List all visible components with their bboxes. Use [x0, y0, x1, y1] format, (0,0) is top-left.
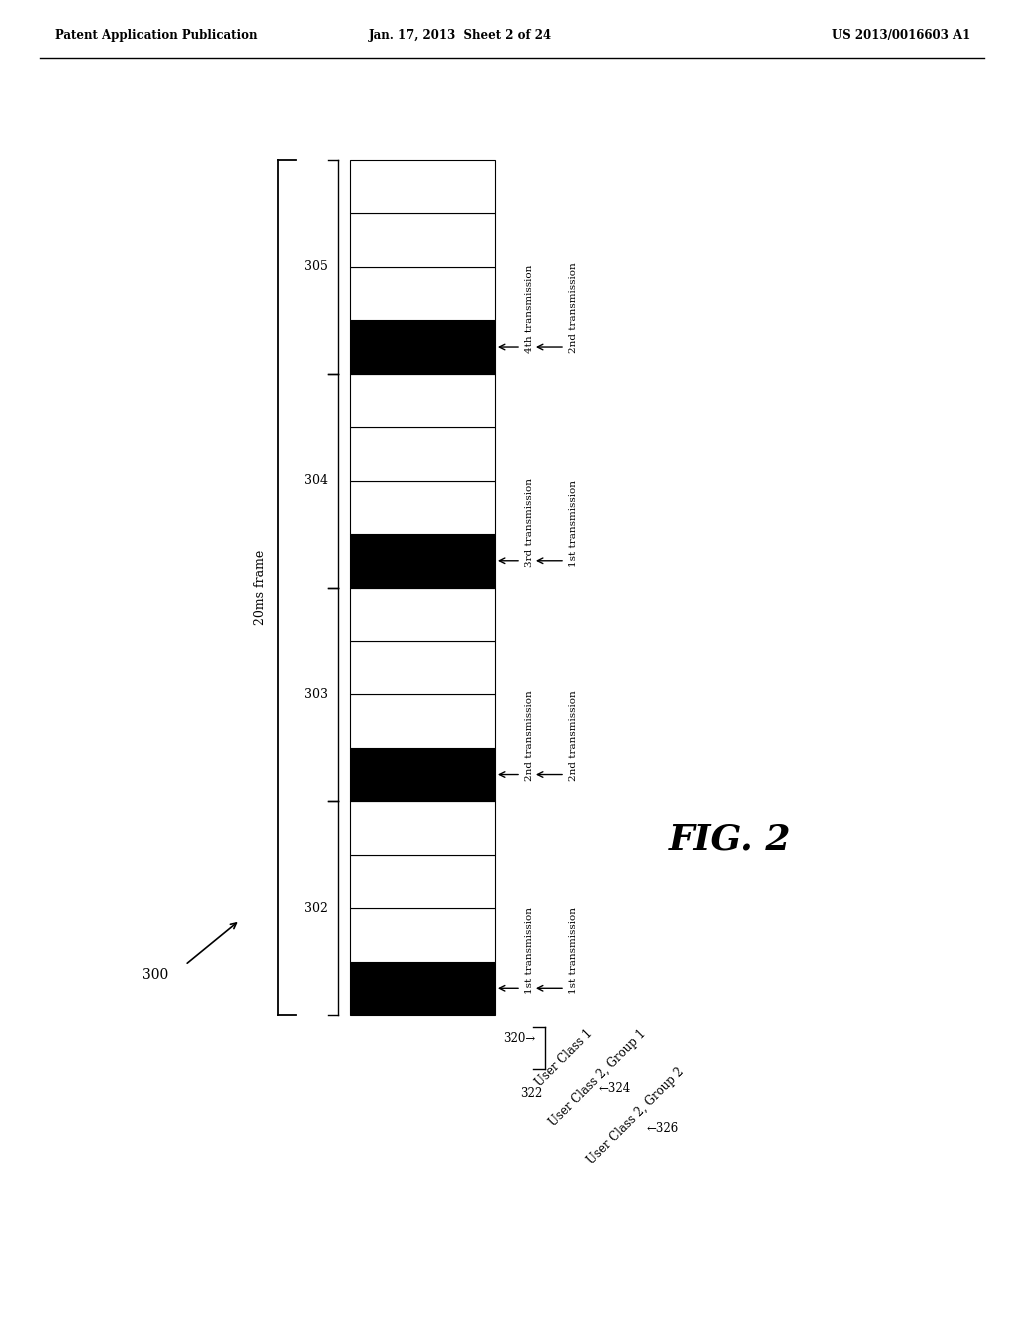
Bar	[350, 214, 495, 267]
Text: 4th transmission: 4th transmission	[525, 264, 534, 352]
Text: ←324: ←324	[599, 1082, 631, 1096]
Text: FIG. 2: FIG. 2	[669, 822, 792, 857]
Text: Patent Application Publication: Patent Application Publication	[55, 29, 257, 41]
Bar	[350, 587, 495, 642]
Text: ←326: ←326	[647, 1122, 679, 1135]
Bar	[350, 801, 495, 854]
Text: 322: 322	[520, 1086, 542, 1100]
Text: 300: 300	[142, 968, 168, 982]
Text: 20ms frame: 20ms frame	[254, 550, 266, 626]
Bar	[350, 642, 495, 694]
Bar	[350, 480, 495, 535]
Text: 302: 302	[304, 902, 328, 915]
Text: User Class 1: User Class 1	[534, 1027, 595, 1089]
Text: 2nd transmission: 2nd transmission	[569, 263, 578, 352]
Text: 3rd transmission: 3rd transmission	[525, 478, 534, 566]
Bar	[350, 908, 495, 961]
Text: 304: 304	[304, 474, 328, 487]
Text: 305: 305	[304, 260, 328, 273]
Bar	[350, 160, 495, 214]
Text: 320→: 320→	[503, 1032, 536, 1045]
Bar	[350, 748, 495, 801]
Text: 1st transmission: 1st transmission	[525, 907, 534, 994]
Text: 2nd transmission: 2nd transmission	[569, 690, 578, 780]
Text: US 2013/0016603 A1: US 2013/0016603 A1	[831, 29, 970, 41]
Text: User Class 2, Group 1: User Class 2, Group 1	[547, 1027, 649, 1129]
Text: 1st transmission: 1st transmission	[569, 907, 578, 994]
Text: 2nd transmission: 2nd transmission	[525, 690, 534, 780]
Bar	[350, 535, 495, 587]
Bar	[350, 321, 495, 374]
Bar	[350, 428, 495, 480]
Bar	[350, 374, 495, 428]
Bar	[350, 267, 495, 321]
Text: User Class 2, Group 2: User Class 2, Group 2	[585, 1065, 687, 1167]
Bar	[350, 961, 495, 1015]
Bar	[350, 854, 495, 908]
Text: Jan. 17, 2013  Sheet 2 of 24: Jan. 17, 2013 Sheet 2 of 24	[369, 29, 552, 41]
Text: 303: 303	[304, 688, 328, 701]
Bar	[350, 694, 495, 748]
Text: 1st transmission: 1st transmission	[569, 479, 578, 566]
